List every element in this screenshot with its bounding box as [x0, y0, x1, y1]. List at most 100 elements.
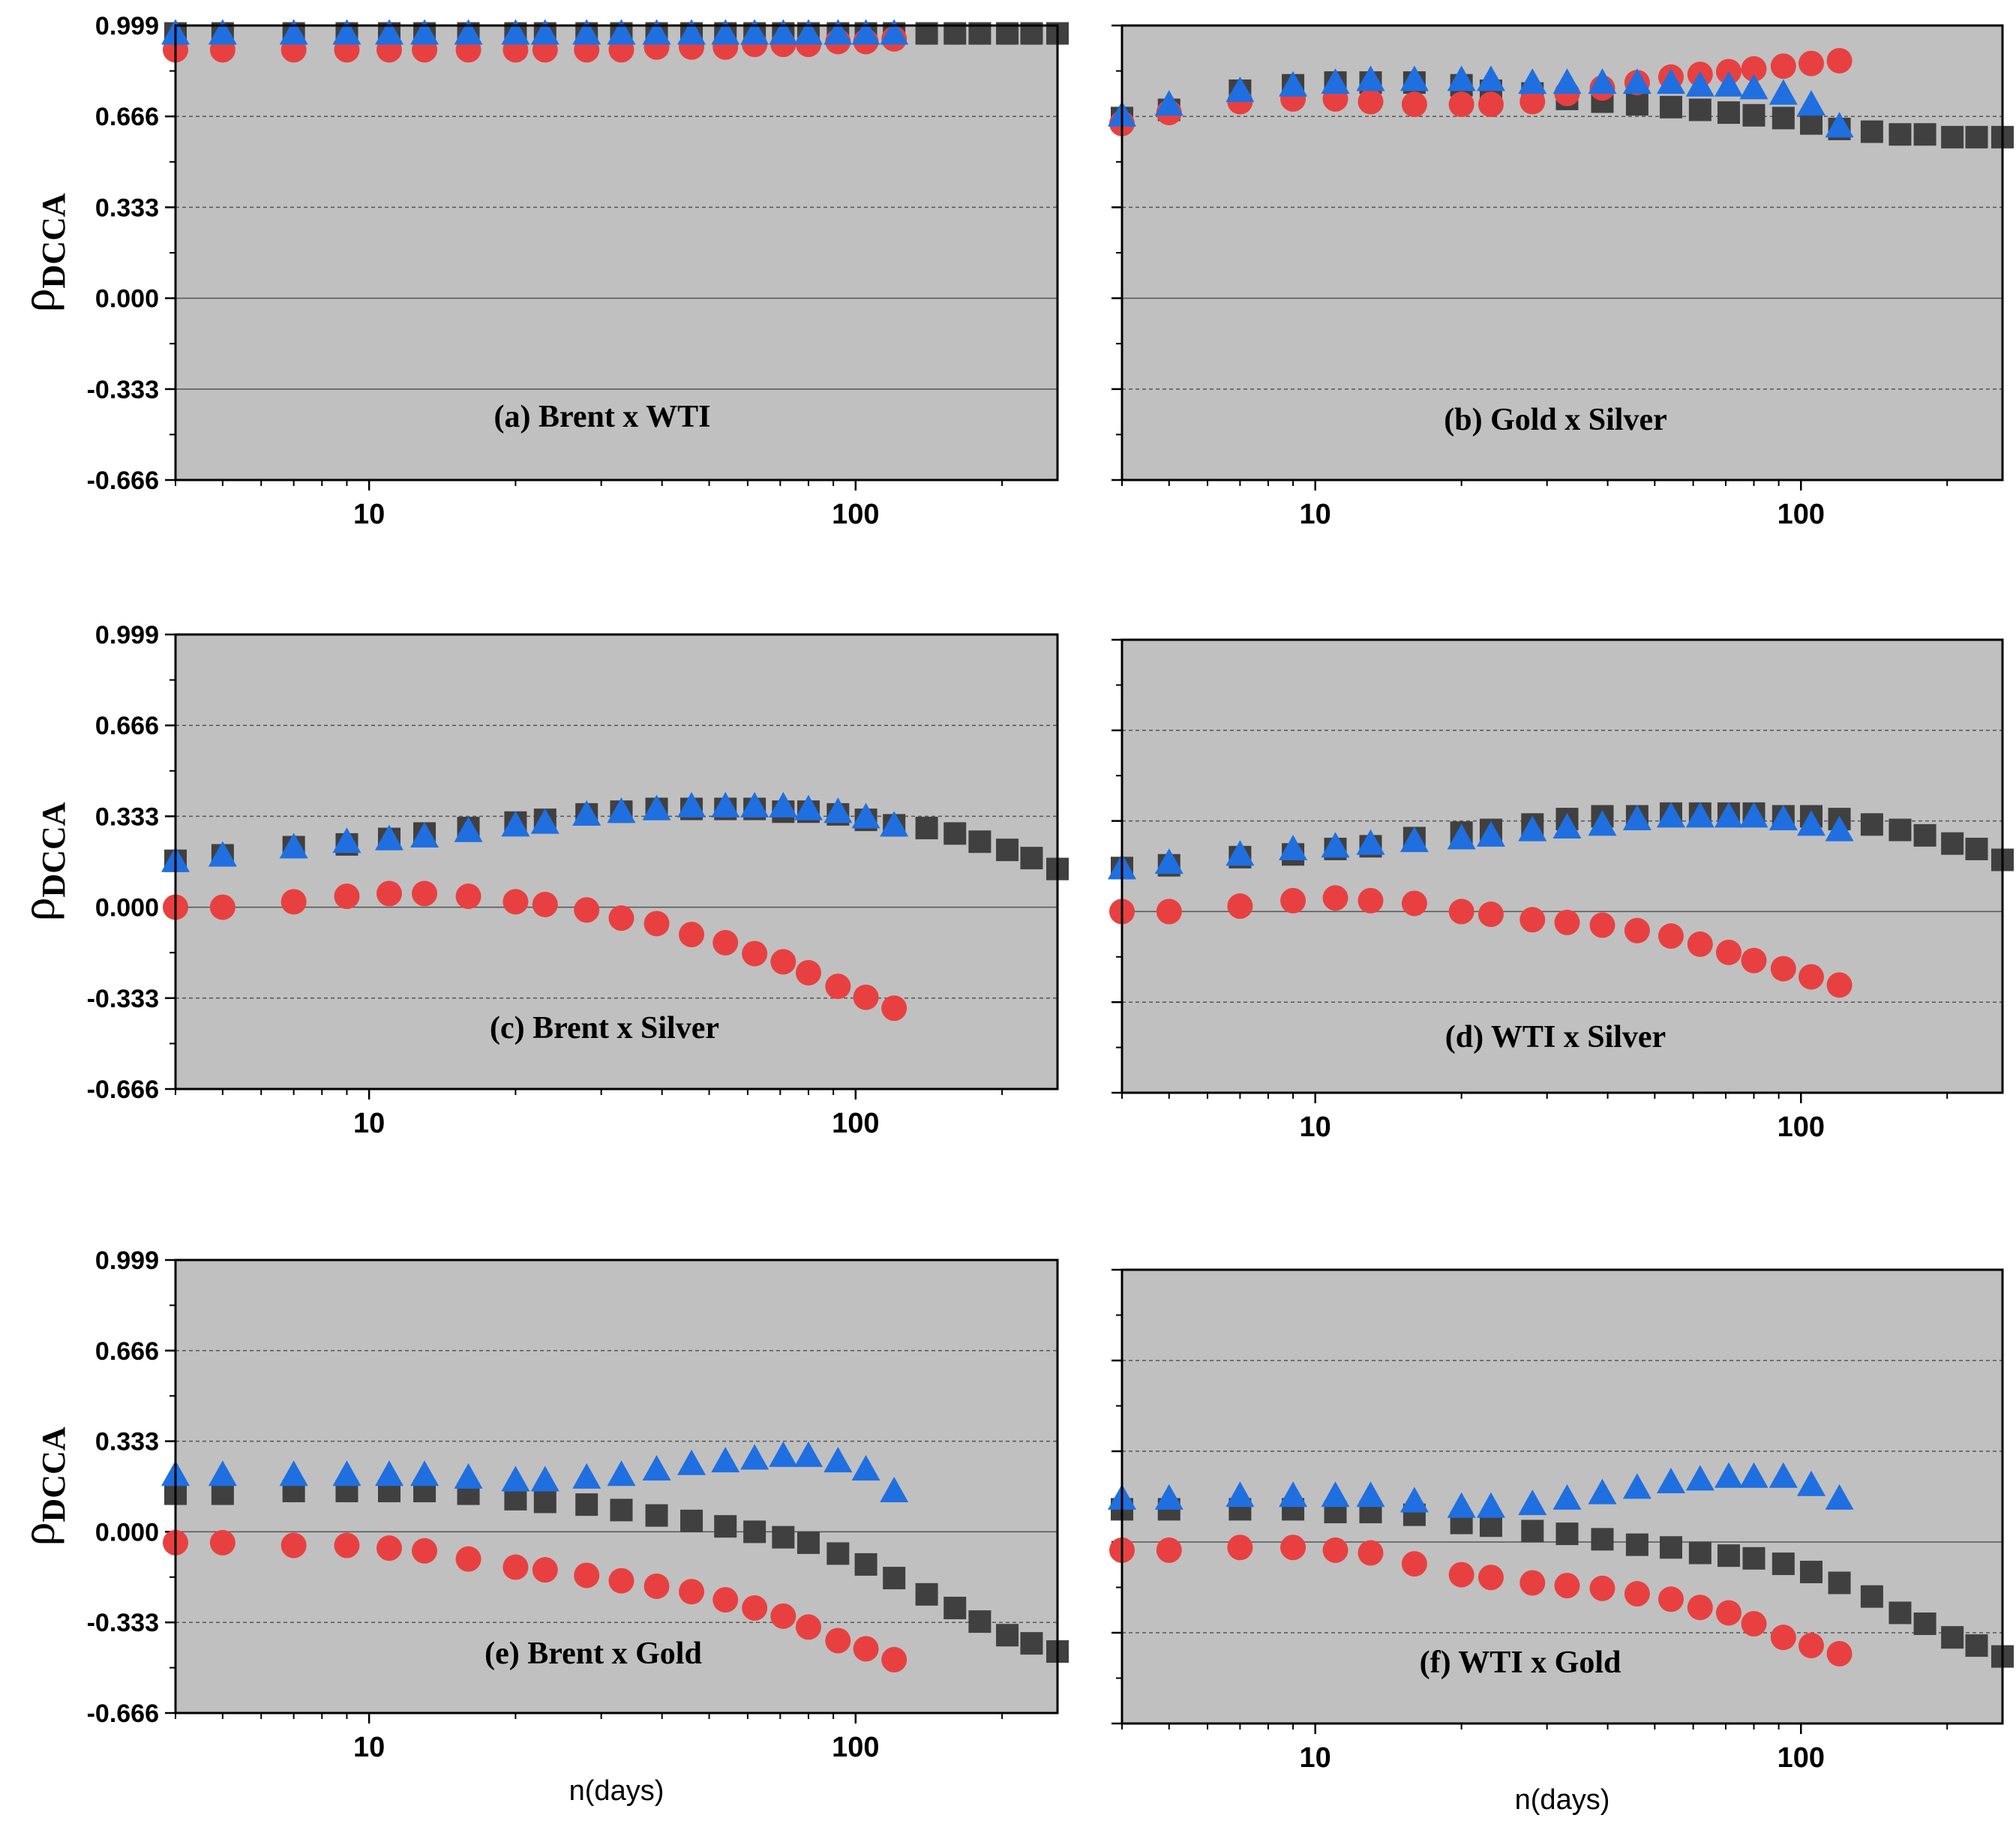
data-point-circle	[608, 905, 634, 932]
data-point-circle	[1826, 972, 1852, 998]
data-point-triangle	[769, 791, 798, 818]
data-point-circle	[825, 974, 851, 1000]
data-point-circle	[376, 1535, 402, 1562]
y-axis-label: ρDCCA	[11, 802, 72, 921]
data-point-circle	[334, 1532, 360, 1558]
data-point-triangle	[1400, 826, 1429, 853]
data-point-circle	[1478, 1564, 1504, 1591]
data-point-triangle	[1685, 1465, 1714, 1491]
data-point-triangle	[530, 1466, 560, 1492]
data-point-triangle	[332, 19, 362, 45]
data-point-triangle	[880, 1476, 909, 1502]
panel-5: 0.999 0.666 0.333 0.000 -0.333 -0.666 10 100 (e)…	[11, 1246, 1069, 1807]
data-point-triangle	[1321, 1481, 1350, 1508]
data-point-triangle	[454, 816, 483, 842]
data-point-circle	[1554, 1573, 1580, 1599]
data-point-circle	[1478, 902, 1504, 928]
y-tick-label: 0.999	[95, 12, 159, 40]
data-point-circle	[1589, 1575, 1616, 1601]
data-point-triangle	[1518, 68, 1547, 94]
data-point-square	[714, 1515, 737, 1538]
data-point-circle	[1280, 887, 1306, 914]
data-point-circle	[1658, 1586, 1684, 1612]
data-point-square	[1479, 1514, 1502, 1538]
y-axis-subscript: DCCA	[35, 1426, 72, 1522]
data-point-square	[645, 1504, 668, 1527]
data-point-square	[1688, 1541, 1712, 1564]
data-point-triangle	[1476, 65, 1505, 92]
y-tick-label: -0.666	[87, 1700, 159, 1728]
data-point-triangle	[1226, 840, 1255, 866]
data-point-circle	[1227, 1534, 1253, 1561]
data-point-circle	[532, 891, 558, 917]
data-point-triangle	[1656, 802, 1685, 828]
panel-2: 10 100 (b) Gold x Silver	[1108, 24, 2014, 530]
data-point-square	[826, 1542, 850, 1565]
data-point-circle	[412, 1538, 438, 1564]
data-point-triangle	[279, 1460, 308, 1486]
series-circle	[163, 1529, 908, 1672]
data-point-circle	[1826, 47, 1852, 74]
data-point-triangle	[711, 19, 740, 45]
data-point-circle	[608, 1568, 634, 1594]
data-point-circle	[209, 894, 236, 920]
data-point-square	[1965, 125, 1988, 148]
data-point-square	[1020, 1632, 1043, 1655]
data-point-circle	[412, 880, 438, 907]
data-point-circle	[574, 897, 600, 923]
series-circle	[1109, 1534, 1852, 1666]
data-point-square	[1591, 1528, 1614, 1551]
x-tick-label: 100	[1778, 1112, 1825, 1143]
data-point-circle	[1741, 56, 1767, 82]
y-tick-label: 0.333	[95, 802, 159, 831]
y-tick-label: -0.333	[87, 1609, 159, 1637]
data-point-triangle	[1476, 1492, 1505, 1518]
data-point-triangle	[1321, 68, 1350, 94]
data-point-triangle	[824, 797, 853, 824]
data-point-triangle	[332, 827, 362, 854]
data-point-square	[1772, 106, 1795, 130]
data-point-triangle	[1154, 90, 1184, 116]
series-triangle	[161, 19, 909, 45]
data-point-triangle	[1685, 802, 1714, 828]
data-point-triangle	[642, 1454, 671, 1480]
data-point-triangle	[279, 19, 308, 45]
data-point-triangle	[1685, 70, 1714, 97]
panel-title: (a) Brent x WTI	[494, 400, 711, 434]
data-point-circle	[1658, 923, 1684, 950]
y-axis-label: ρDCCA	[11, 193, 72, 312]
panel-title: (c) Brent x Silver	[490, 1011, 719, 1046]
data-point-square	[1913, 824, 1936, 847]
data-point-triangle	[794, 1441, 823, 1467]
data-point-square	[944, 1596, 967, 1619]
data-point-square	[743, 1520, 766, 1544]
x-tick-label: 100	[832, 1732, 879, 1763]
data-point-circle	[644, 1573, 670, 1599]
data-point-triangle	[1447, 1492, 1476, 1518]
plot-background	[176, 634, 1058, 1089]
data-point-triangle	[1656, 68, 1685, 94]
data-point-square	[504, 1487, 527, 1510]
plot-frame	[1120, 638, 2004, 1094]
x-tick-label: 10	[353, 1732, 385, 1763]
data-point-triangle	[208, 841, 237, 867]
data-point-square	[1828, 1571, 1851, 1594]
data-point-circle	[1401, 92, 1427, 118]
data-point-triangle	[208, 1460, 237, 1486]
x-tick-label: 10	[353, 499, 385, 530]
data-point-square	[1860, 120, 1883, 143]
data-point-triangle	[1622, 805, 1652, 831]
data-point-triangle	[851, 1454, 880, 1480]
data-point-circle	[679, 1579, 705, 1605]
data-point-circle	[1715, 939, 1742, 965]
data-point-triangle	[1768, 79, 1798, 105]
y-tick-label: 0.333	[95, 194, 159, 222]
data-point-triangle	[530, 19, 560, 45]
data-point-triangle	[1552, 1484, 1582, 1510]
data-point-circle	[1687, 1594, 1713, 1621]
data-point-circle	[742, 1594, 768, 1621]
y-tick-label: -0.666	[87, 1076, 159, 1104]
data-point-circle	[1826, 1640, 1852, 1666]
panel-title: (d) WTI x Silver	[1445, 1020, 1666, 1054]
